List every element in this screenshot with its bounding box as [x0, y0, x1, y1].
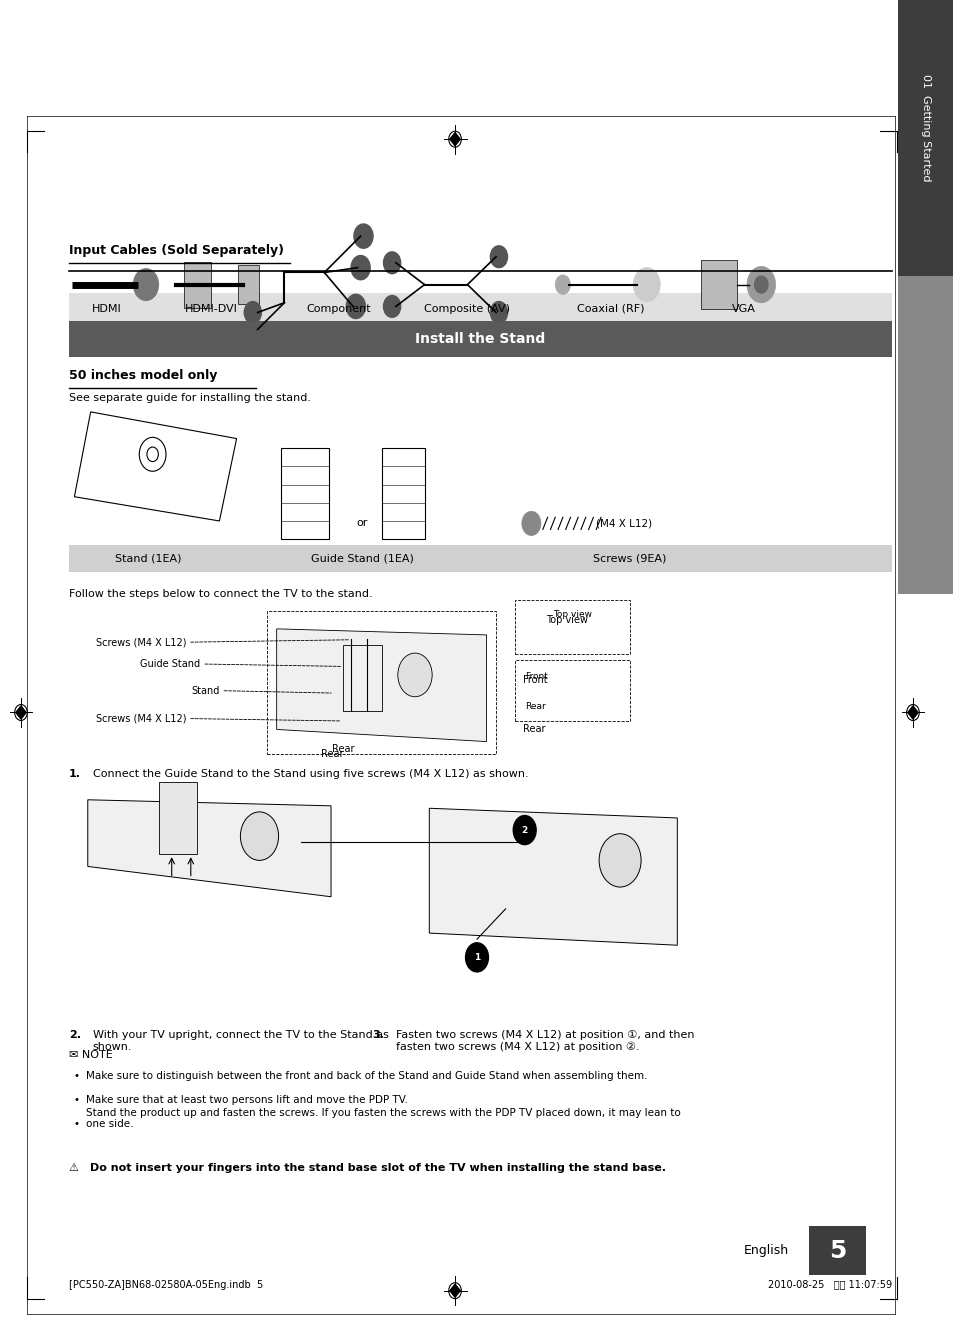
Text: Top view: Top view	[545, 616, 587, 625]
Text: •: •	[73, 1095, 79, 1106]
Text: Component: Component	[306, 304, 371, 314]
Text: With your TV upright, connect the TV to the Stand as
shown.: With your TV upright, connect the TV to …	[92, 1030, 388, 1052]
Bar	[159, 782, 197, 855]
Bar	[238, 266, 259, 304]
Text: Follow the steps below to connect the TV to the stand.: Follow the steps below to connect the TV…	[69, 589, 372, 598]
Bar	[184, 262, 211, 308]
Text: ⚠: ⚠	[69, 1162, 78, 1173]
Circle shape	[490, 301, 507, 324]
Bar	[515, 600, 629, 654]
Circle shape	[240, 812, 278, 860]
Text: Make sure to distinguish between the front and back of the Stand and Guide Stand: Make sure to distinguish between the fro…	[86, 1071, 647, 1081]
Text: Guide Stand (1EA): Guide Stand (1EA)	[311, 553, 414, 564]
Text: 2: 2	[521, 826, 527, 835]
Circle shape	[754, 276, 767, 293]
Polygon shape	[276, 629, 486, 741]
Polygon shape	[450, 1284, 459, 1297]
Bar	[343, 645, 381, 711]
Text: 1: 1	[474, 952, 479, 962]
Text: Connect the Guide Stand to the Stand using five screws (M4 X L12) as shown.: Connect the Guide Stand to the Stand usi…	[92, 769, 528, 779]
Text: HDMI: HDMI	[91, 304, 122, 314]
Text: Front: Front	[522, 675, 547, 684]
Text: 01  Getting Started: 01 Getting Started	[920, 74, 930, 181]
Polygon shape	[88, 799, 331, 897]
Polygon shape	[16, 705, 26, 719]
Text: Coaxial (RF): Coaxial (RF)	[577, 304, 643, 314]
Text: Rear: Rear	[320, 749, 343, 758]
Text: Stand: Stand	[191, 686, 219, 696]
Bar	[808, 1226, 865, 1275]
Circle shape	[244, 318, 261, 341]
Circle shape	[598, 834, 640, 886]
Circle shape	[746, 267, 775, 303]
Bar	[267, 610, 496, 754]
Bar	[897, 276, 953, 593]
Polygon shape	[907, 705, 917, 719]
Circle shape	[351, 255, 370, 280]
Circle shape	[354, 225, 373, 248]
Text: Rear: Rear	[522, 724, 545, 734]
Text: Composite (AV): Composite (AV)	[424, 304, 510, 314]
Text: ✉ NOTE: ✉ NOTE	[69, 1050, 112, 1061]
Text: See separate guide for installing the stand.: See separate guide for installing the st…	[69, 394, 311, 403]
Bar	[281, 448, 329, 539]
Text: Stand the product up and fasten the screws. If you fasten the screws with the PD: Stand the product up and fasten the scre…	[86, 1108, 679, 1129]
Circle shape	[490, 246, 507, 268]
Text: Make sure that at least two persons lift and move the PDP TV.: Make sure that at least two persons lift…	[86, 1095, 407, 1106]
Text: [PC550-ZA]BN68-02580A-05Eng.indb  5: [PC550-ZA]BN68-02580A-05Eng.indb 5	[69, 1280, 263, 1289]
Bar	[381, 448, 424, 539]
Text: Top view: Top view	[553, 610, 591, 620]
Text: Fasten two screws (M4 X L12) at position ①, and then
fasten two screws (M4 X L12: Fasten two screws (M4 X L12) at position…	[395, 1030, 694, 1052]
Text: Guide Stand: Guide Stand	[140, 659, 200, 668]
Circle shape	[397, 653, 432, 696]
Bar	[69, 321, 891, 358]
Text: HDMI-DVI: HDMI-DVI	[185, 304, 238, 314]
Text: 2.: 2.	[69, 1030, 81, 1040]
Text: Rear: Rear	[332, 744, 355, 754]
Text: English: English	[743, 1244, 788, 1258]
Circle shape	[633, 268, 659, 301]
Polygon shape	[429, 808, 677, 946]
Circle shape	[383, 296, 400, 317]
Text: 5: 5	[828, 1239, 845, 1263]
Text: (M4 X L12): (M4 X L12)	[596, 518, 652, 528]
Circle shape	[133, 269, 158, 300]
Bar	[69, 546, 891, 572]
Text: 3.: 3.	[372, 1030, 383, 1040]
Polygon shape	[450, 132, 459, 145]
Bar	[700, 260, 737, 309]
Text: or: or	[356, 518, 368, 528]
Bar	[69, 293, 891, 324]
Text: Stand (1EA): Stand (1EA)	[114, 553, 181, 564]
Text: •: •	[73, 1071, 79, 1081]
Circle shape	[383, 252, 400, 273]
Text: Front: Front	[524, 672, 547, 682]
Circle shape	[521, 511, 540, 535]
Text: 50 inches model only: 50 inches model only	[69, 369, 217, 382]
Circle shape	[513, 815, 536, 844]
Circle shape	[346, 295, 365, 318]
Text: VGA: VGA	[731, 304, 756, 314]
Text: 2010-08-25   오전 11:07:59: 2010-08-25 오전 11:07:59	[767, 1280, 891, 1289]
Text: •: •	[73, 1119, 79, 1129]
Text: Do not insert your fingers into the stand base slot of the TV when installing th: Do not insert your fingers into the stan…	[90, 1162, 665, 1173]
Circle shape	[555, 275, 570, 295]
Bar	[897, 0, 953, 276]
Circle shape	[465, 943, 488, 972]
Text: Install the Stand: Install the Stand	[415, 332, 545, 346]
Text: Screws (M4 X L12): Screws (M4 X L12)	[95, 713, 186, 724]
Text: Rear: Rear	[524, 703, 545, 711]
Bar	[515, 660, 629, 721]
Text: Screws (M4 X L12): Screws (M4 X L12)	[95, 637, 186, 647]
Circle shape	[244, 301, 261, 324]
Text: 1.: 1.	[69, 769, 81, 779]
Text: Screws (9EA): Screws (9EA)	[593, 553, 665, 564]
Text: Input Cables (Sold Separately): Input Cables (Sold Separately)	[69, 243, 283, 256]
